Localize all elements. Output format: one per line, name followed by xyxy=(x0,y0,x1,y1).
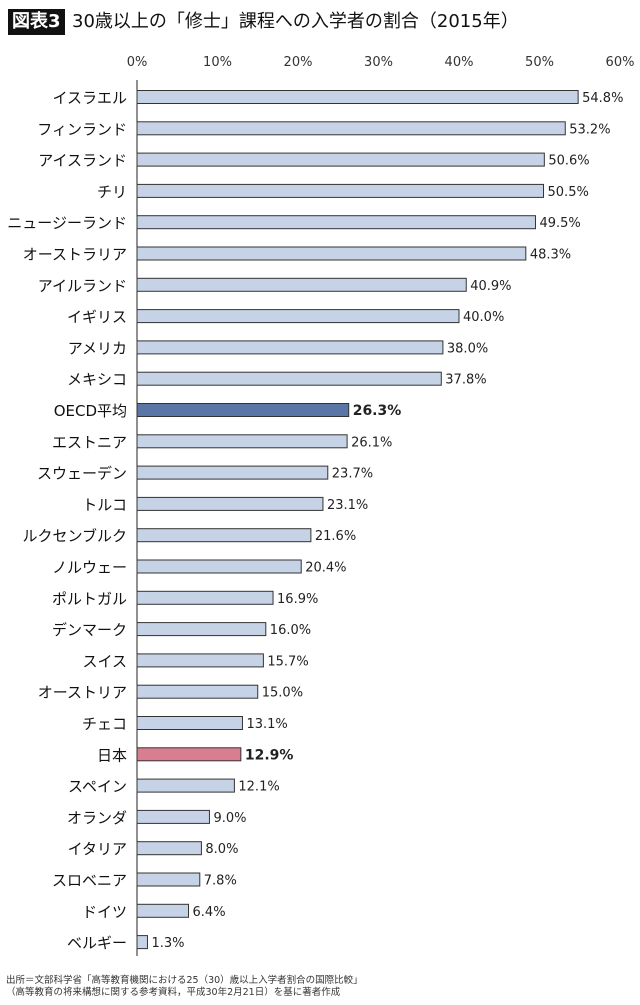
data-label: 49.5% xyxy=(539,216,580,231)
bar xyxy=(136,90,579,104)
data-label: 8.0% xyxy=(205,842,238,857)
data-label: 37.8% xyxy=(445,373,486,388)
bar xyxy=(136,309,460,324)
bar xyxy=(136,246,527,261)
data-label: 23.7% xyxy=(332,467,373,482)
category-label: スウェーデン xyxy=(37,465,127,483)
data-label: 12.1% xyxy=(238,780,279,795)
category-label: イスラエル xyxy=(52,89,127,107)
data-label: 40.0% xyxy=(463,310,504,325)
data-label: 26.1% xyxy=(351,435,392,450)
bar-chart: 0% 10% 20% 30% 40% 50% 60% イスラエル 54.8% フィンランド 53.2… xyxy=(7,55,635,956)
category-label: ノルウェー xyxy=(52,559,127,577)
data-label: 38.0% xyxy=(447,341,488,356)
x-tick-label: 40% xyxy=(445,55,474,70)
data-label: 54.8% xyxy=(582,91,623,106)
bar xyxy=(136,809,210,824)
bar xyxy=(136,183,545,198)
bar xyxy=(136,622,267,637)
category-label: イギリス xyxy=(67,308,127,326)
bar xyxy=(136,684,259,699)
x-tick-label: 10% xyxy=(203,55,232,70)
source-line-2: （高等教育の将来構想に関する参考資料，平成30年2月21日）を基に著者作成 xyxy=(6,987,341,998)
bar xyxy=(136,496,324,511)
category-label: フィンランド xyxy=(37,120,127,138)
category-label: トルコ xyxy=(82,496,127,514)
data-label: 7.8% xyxy=(204,874,237,889)
bar xyxy=(136,215,536,230)
bar xyxy=(136,935,148,950)
category-label: 日本 xyxy=(97,746,127,764)
bar xyxy=(136,872,201,887)
category-label: ポルトガル xyxy=(52,590,127,608)
x-tick-label: 0% xyxy=(127,55,148,70)
data-label: 15.0% xyxy=(262,686,303,701)
bar xyxy=(136,528,312,543)
bar xyxy=(136,152,545,167)
category-label: デンマーク xyxy=(52,621,127,639)
category-label: メキシコ xyxy=(67,371,127,389)
data-label: 48.3% xyxy=(530,248,571,263)
category-label: スイス xyxy=(82,652,127,670)
category-label: アイスランド xyxy=(38,152,127,170)
data-label: 16.0% xyxy=(270,623,311,638)
bar xyxy=(136,277,467,292)
category-label: イタリア xyxy=(68,840,127,858)
data-label: 16.9% xyxy=(277,592,318,607)
category-label: ルクセンブルク xyxy=(22,527,127,545)
category-label: アメリカ xyxy=(68,339,127,357)
category-label: ベルギー xyxy=(67,934,127,952)
bar xyxy=(136,653,264,668)
bar xyxy=(136,403,350,417)
bar xyxy=(136,747,242,762)
data-label: 6.4% xyxy=(193,905,226,920)
x-tick-label: 60% xyxy=(606,55,635,70)
source-line-1: 出所＝文部科学省「高等教育機関における25（30）歳以上入学者割合の国際比較」 xyxy=(6,975,363,986)
figure-badge: 図表3 xyxy=(8,9,65,35)
category-label: スロベニア xyxy=(52,872,127,890)
data-label: 1.3% xyxy=(151,936,184,951)
x-tick-label: 50% xyxy=(525,55,554,70)
category-label: ニュージーランド xyxy=(7,214,127,232)
data-label: 21.6% xyxy=(315,529,356,544)
x-tick-label: 20% xyxy=(284,55,313,70)
bar xyxy=(136,465,329,480)
data-label: 50.5% xyxy=(548,185,589,200)
bar xyxy=(136,559,302,574)
data-label: 40.9% xyxy=(470,279,511,294)
data-label: 50.6% xyxy=(548,154,589,169)
data-label: 15.7% xyxy=(267,654,308,669)
bar xyxy=(136,590,274,605)
category-label: ドイツ xyxy=(82,903,127,921)
chart-title: 30歳以上の「修士」課程への入学者の割合（2015年） xyxy=(72,11,519,32)
category-label: OECD平均 xyxy=(54,402,127,420)
bar xyxy=(136,841,202,856)
bar xyxy=(136,716,243,730)
bar xyxy=(136,371,442,386)
category-label: オーストリア xyxy=(38,684,127,702)
data-label: 9.0% xyxy=(213,811,246,826)
category-label: スペイン xyxy=(68,778,127,796)
category-label: オーストラリア xyxy=(23,246,127,264)
bar xyxy=(136,903,190,918)
source-note: 出所＝文部科学省「高等教育機関における25（30）歳以上入学者割合の国際比較」 … xyxy=(6,975,363,999)
category-label: チェコ xyxy=(82,715,127,733)
data-label: 23.1% xyxy=(327,498,368,513)
category-label: オランダ xyxy=(67,809,127,827)
category-label: エストニア xyxy=(52,433,127,451)
category-label: チリ xyxy=(97,183,127,201)
category-label: アイルランド xyxy=(38,277,127,295)
data-label: 20.4% xyxy=(305,561,346,576)
data-label: 12.9% xyxy=(245,747,294,763)
bar xyxy=(136,121,566,136)
bar xyxy=(136,778,235,793)
data-label: 53.2% xyxy=(569,122,610,137)
bar xyxy=(136,340,444,355)
data-label: 13.1% xyxy=(246,717,287,732)
x-tick-label: 30% xyxy=(364,55,393,70)
data-label: 26.3% xyxy=(353,403,402,419)
bar xyxy=(136,434,348,449)
